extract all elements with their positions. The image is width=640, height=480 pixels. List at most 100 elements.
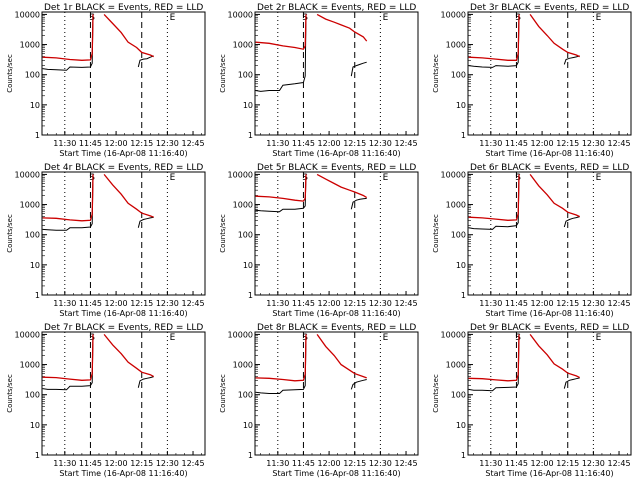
y-tick-label: 1: [35, 131, 40, 140]
lld-series-4: [529, 14, 580, 58]
x-tick-label: 12:15: [556, 459, 579, 468]
lld-series-3: [255, 14, 307, 50]
y-tick-label: 100: [451, 391, 466, 400]
x-tick-label: 12:00: [105, 139, 128, 148]
y-tick-label: 1: [248, 451, 253, 460]
x-tick-label: 12:30: [582, 139, 605, 148]
x-tick-label: 11:45: [292, 299, 315, 308]
y-tick-label: 10: [30, 261, 40, 270]
x-tick-label: 12:30: [369, 459, 392, 468]
x-tick-label: 11:45: [505, 299, 528, 308]
x-tick-label: 12:15: [130, 299, 153, 308]
lld-series-4: [529, 334, 580, 379]
lld-series-4: [103, 333, 155, 378]
x-tick-label: 12:00: [318, 139, 341, 148]
lld-series-3: [255, 174, 307, 202]
lld-series-4: [316, 173, 368, 199]
events-series-2: [350, 197, 367, 210]
y-tick-label: 10000: [441, 10, 466, 19]
panel-9: Det 9r BLACK = Events, RED = LLD 10000 100…: [432, 323, 632, 478]
y-tick-label: 1: [248, 291, 253, 300]
x-tick-label: 11:30: [479, 459, 502, 468]
events-series-1: [42, 14, 94, 71]
x-tick-label: 11:45: [292, 139, 315, 148]
x-tick-label: 12:45: [395, 299, 418, 308]
y-tick-label: 10: [456, 261, 466, 270]
lld-series-4: [103, 173, 154, 218]
events-series-1: [255, 174, 307, 213]
events-series-1: [255, 334, 307, 394]
plot-frame: [41, 171, 206, 296]
y-axis-label: Counts/sec: [432, 214, 440, 253]
x-axis-label: Start Time (16-Apr-08 11:16:40): [485, 309, 613, 318]
x-tick-label: 12:00: [318, 459, 341, 468]
panel-4: Det 4r BLACK = Events, RED = LLD 10000 100…: [6, 163, 206, 318]
x-axis-label: Start Time (16-Apr-08 11:16:40): [272, 469, 400, 478]
y-tick-label: 10000: [441, 330, 466, 339]
events-series-2: [350, 61, 367, 77]
y-axis-label: Counts/sec: [432, 374, 440, 413]
lld-series-3: [42, 174, 94, 222]
x-axis-label: Start Time (16-Apr-08 11:16:40): [59, 469, 187, 478]
panel-2: Det 2r BLACK = Events, RED = LLD 10000 100…: [219, 3, 419, 158]
y-axis-label: Counts/sec: [219, 54, 227, 93]
x-tick-label: 12:15: [343, 299, 366, 308]
y-tick-label: 100: [238, 231, 253, 240]
x-tick-label: 12:15: [343, 139, 366, 148]
x-tick-label: 12:45: [608, 139, 631, 148]
y-tick-label: 1000: [446, 41, 466, 50]
x-tick-label: 11:30: [53, 459, 76, 468]
x-tick-label: 12:45: [182, 299, 205, 308]
lld-series-4: [316, 13, 368, 42]
plot-frame: [41, 11, 206, 136]
y-axis-label: Counts/sec: [6, 214, 14, 253]
x-tick-label: 11:30: [53, 139, 76, 148]
y-tick-label: 10000: [15, 10, 40, 19]
marker-e: E: [383, 173, 389, 183]
lld-series-3: [255, 334, 307, 382]
y-tick-label: 1000: [446, 361, 466, 370]
x-tick-label: 12:15: [343, 459, 366, 468]
y-axis-label: Counts/sec: [219, 374, 227, 413]
y-tick-label: 1000: [233, 201, 253, 210]
events-series-2: [137, 376, 154, 388]
x-axis-label: Start Time (16-Apr-08 11:16:40): [59, 149, 187, 158]
y-tick-label: 1000: [233, 361, 253, 370]
y-tick-label: 1000: [20, 361, 40, 370]
y-tick-label: 10000: [15, 330, 40, 339]
y-tick-label: 100: [451, 71, 466, 80]
x-tick-label: 11:45: [79, 299, 102, 308]
x-tick-label: 11:30: [266, 139, 289, 148]
panel-7: Det 7r BLACK = Events, RED = LLD 10000 100…: [6, 323, 206, 478]
x-tick-label: 11:45: [505, 459, 528, 468]
x-tick-label: 12:45: [608, 299, 631, 308]
y-tick-label: 10000: [228, 170, 253, 179]
plot-frame: [254, 11, 419, 136]
panel-title: Det 7r BLACK = Events, RED = LLD: [44, 323, 203, 333]
panel-6: Det 6r BLACK = Events, RED = LLD 10000 100…: [432, 163, 632, 318]
events-series-2: [563, 55, 580, 65]
y-tick-label: 10: [456, 421, 466, 430]
x-tick-label: 12:00: [105, 459, 128, 468]
plot-frame: [254, 331, 419, 456]
events-series-1: [255, 14, 307, 92]
plot-frame: [467, 11, 632, 136]
y-tick-label: 100: [25, 231, 40, 240]
x-axis-label: Start Time (16-Apr-08 11:16:40): [272, 149, 400, 158]
y-tick-label: 100: [25, 71, 40, 80]
y-tick-label: 10000: [228, 330, 253, 339]
plot-frame: [467, 331, 632, 456]
panel-5: Det 5r BLACK = Events, RED = LLD 10000 100…: [219, 163, 419, 318]
y-tick-label: 1000: [20, 41, 40, 50]
y-tick-label: 10: [243, 421, 253, 430]
y-tick-label: 100: [25, 391, 40, 400]
plot-frame: [41, 331, 206, 456]
marker-e: E: [170, 333, 176, 343]
x-tick-label: 12:30: [369, 139, 392, 148]
marker-e: E: [383, 13, 389, 23]
x-tick-label: 11:30: [479, 299, 502, 308]
plot-frame: [467, 171, 632, 296]
lld-series-4: [103, 13, 154, 58]
panel-8: Det 8r BLACK = Events, RED = LLD 10000 100…: [219, 323, 419, 478]
y-tick-label: 1: [461, 451, 466, 460]
